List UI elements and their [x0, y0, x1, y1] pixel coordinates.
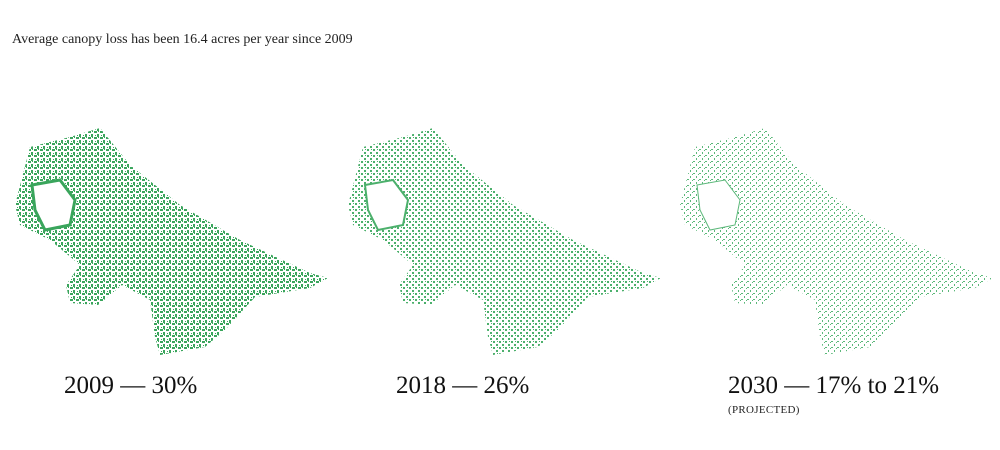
- panel-label: 2018 — 26%: [396, 372, 530, 399]
- map-2018: [348, 128, 661, 355]
- title: Average canopy loss has been 16.4 acres …: [12, 32, 353, 47]
- map-2030: [680, 128, 993, 355]
- panel-label: 2030 — 17% to 21%: [728, 372, 940, 399]
- panel-label: 2009 — 30%: [64, 372, 198, 399]
- panel-note: (PROJECTED): [728, 404, 800, 416]
- map-2009: [15, 128, 328, 355]
